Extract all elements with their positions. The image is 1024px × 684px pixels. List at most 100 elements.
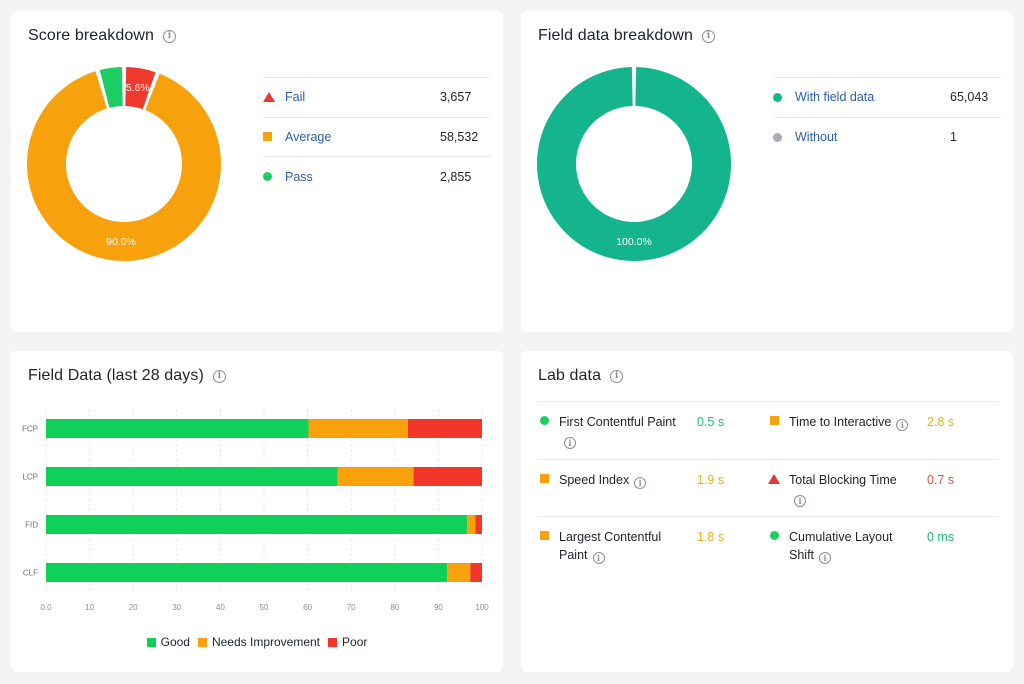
metric-name: Time to Interactive i — [789, 413, 911, 431]
legend-row-fail[interactable]: Fail 3,657 — [263, 78, 491, 118]
bar-segment-needs-improvement-fid[interactable] — [467, 515, 476, 534]
lab-metric-largest-contentful-paint: Largest Contentful Paint i 1.8 s — [538, 517, 768, 575]
field-data-28-heading: Field Data (last 28 days) — [28, 367, 204, 384]
lab-data-row: First Contentful Paint i 0.5 s Time to Inte… — [538, 402, 998, 460]
y-tick-label: FID — [25, 521, 38, 530]
square-icon — [263, 132, 272, 142]
lab-metric-first-contentful-paint: First Contentful Paint i 0.5 s — [538, 402, 768, 459]
metric-name-text: Cumulative Layout Shift — [789, 530, 893, 562]
legend-row-average[interactable]: Average 58,532 — [263, 118, 491, 157]
info-icon[interactable]: i — [592, 552, 605, 564]
lab-data-grid: First Contentful Paint i 0.5 s Time to Inte… — [538, 401, 998, 575]
donut-slice-average[interactable] — [26, 71, 221, 261]
info-icon[interactable]: i — [634, 476, 647, 489]
info-icon[interactable]: i — [163, 29, 177, 43]
x-tick-label: 60 — [303, 603, 312, 612]
legend-label-fail[interactable]: Fail — [285, 90, 306, 105]
circle-icon — [773, 132, 782, 142]
circle-icon — [769, 531, 779, 540]
bar-segment-good-lcp[interactable] — [46, 467, 338, 486]
square-icon — [539, 473, 549, 483]
legend-row-with-field-data[interactable]: With field data 65,043 — [773, 78, 1001, 118]
bar-segment-poor-lcp[interactable] — [413, 467, 482, 486]
x-tick-label: 10 — [85, 603, 94, 612]
metric-name-text: Speed Index — [559, 472, 630, 487]
donut-slice-pass[interactable] — [99, 67, 123, 108]
info-icon[interactable]: i — [212, 369, 226, 383]
metric-value: 0 ms — [927, 530, 955, 544]
metric-value: 0.5 s — [697, 415, 725, 429]
triangle-icon — [263, 92, 275, 103]
legend-item-poor[interactable]: Poor — [328, 635, 367, 649]
legend-label-with-field-data[interactable]: With field data — [795, 90, 875, 105]
x-tick-label: 70 — [347, 603, 356, 612]
legend-label-without[interactable]: Without — [795, 130, 838, 145]
bar-segment-poor-clf[interactable] — [470, 563, 482, 582]
info-icon[interactable]: i — [819, 552, 832, 564]
score-breakdown-title: Score breakdown i — [28, 27, 177, 45]
lab-data-row: Speed Index i 1.9 s Total Blocking Time i 0.7… — [538, 460, 998, 517]
field-data-28-days-card: Field Data (last 28 days) i 0.0 10 20 30 40 5… — [11, 351, 503, 672]
legend-value-pass: 2,855 — [440, 169, 472, 184]
legend-label-average[interactable]: Average — [285, 129, 332, 144]
square-icon — [146, 637, 156, 647]
lab-metric-cumulative-layout-shift: Cumulative Layout Shift i 0 ms — [768, 517, 998, 575]
field-breakdown-title: Field data breakdown i — [538, 27, 715, 45]
field-legend-table: With field data 65,043 Without 1 — [773, 77, 1001, 157]
info-icon[interactable]: i — [794, 494, 806, 507]
square-icon — [328, 637, 338, 647]
y-tick-label: CLF — [23, 569, 38, 578]
score-donut-chart: 5.6% 90.0% — [26, 67, 221, 261]
legend-item-good[interactable]: Good — [146, 635, 190, 649]
score-breakdown-card: Score breakdown i 5.6% 90.0% Fail 3,657 A… — [11, 11, 503, 332]
metric-name: Largest Contentful Paint i — [559, 528, 679, 564]
info-icon[interactable]: i — [564, 437, 576, 449]
metric-name-text: Time to Interactive — [789, 415, 892, 429]
metric-name: Cumulative Layout Shift i — [789, 528, 911, 564]
circle-icon — [773, 92, 782, 102]
metric-name-text: Total Blocking Time — [789, 472, 897, 487]
legend-value-average: 58,532 — [440, 129, 479, 144]
circle-icon — [539, 416, 549, 425]
donut-data-label: 90.0% — [106, 236, 136, 248]
legend-value-with-field-data: 65,043 — [950, 90, 989, 105]
metric-value: 0.7 s — [927, 472, 955, 487]
legend-value-without: 1 — [950, 130, 957, 145]
legend-label-good: Good — [160, 635, 190, 649]
info-icon[interactable]: i — [701, 29, 715, 43]
legend-row-pass[interactable]: Pass 2,855 — [263, 157, 491, 197]
metric-name: First Contentful Paint i — [559, 413, 679, 449]
legend-label-pass[interactable]: Pass — [285, 169, 313, 184]
bar-segment-poor-fcp[interactable] — [407, 419, 482, 438]
circle-icon — [263, 172, 272, 182]
metric-marker — [538, 531, 550, 540]
bar-segment-poor-fid[interactable] — [475, 515, 482, 534]
legend-value-fail: 3,657 — [440, 90, 472, 105]
bar-segment-needs-improvement-fcp[interactable] — [308, 419, 408, 438]
metric-marker — [768, 531, 780, 540]
metric-name-text: First Contentful Paint — [559, 415, 676, 429]
bar-segment-good-clf[interactable] — [46, 563, 448, 582]
bar-segment-needs-improvement-lcp[interactable] — [337, 467, 414, 486]
bar-segment-needs-improvement-clf[interactable] — [447, 563, 471, 582]
score-breakdown-heading: Score breakdown — [28, 27, 155, 44]
metric-marker — [538, 473, 550, 483]
legend-item-needs-improvement[interactable]: Needs Improvement — [197, 635, 320, 649]
info-icon[interactable]: i — [896, 419, 909, 431]
x-tick-label: 80 — [390, 603, 399, 612]
bar-segment-good-fid[interactable] — [46, 515, 468, 534]
field-data-28-title: Field Data (last 28 days) i — [28, 367, 226, 385]
legend-row-without[interactable]: Without 1 — [773, 118, 1001, 158]
lab-metric-speed-index: Speed Index i 1.9 s — [538, 460, 768, 517]
metric-value: 1.9 s — [697, 472, 725, 487]
bar-segment-good-fcp[interactable] — [46, 419, 309, 438]
field-donut-chart: 100.0% — [536, 67, 731, 261]
donut-slice-fail[interactable] — [125, 67, 156, 110]
info-icon[interactable]: i — [610, 369, 624, 383]
square-icon — [539, 531, 549, 540]
field-data-breakdown-card: Field data breakdown i 100.0% With field… — [521, 11, 1013, 332]
donut-slice-with-field-data[interactable] — [536, 67, 731, 261]
lab-metric-time-to-interactive: Time to Interactive i 2.8 s — [768, 402, 998, 459]
lab-data-card: Lab data i First Contentful Paint i 0.5 s T… — [521, 351, 1013, 672]
metric-marker — [538, 416, 550, 425]
